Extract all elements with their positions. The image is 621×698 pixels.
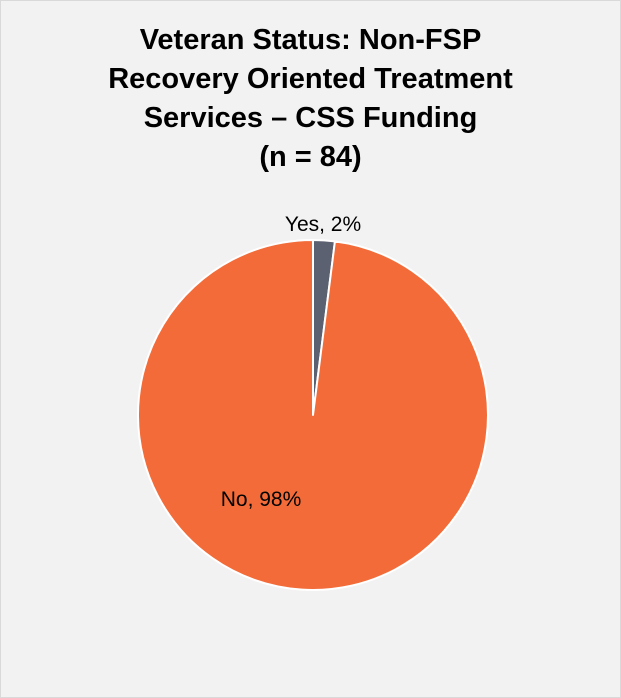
data-label-no: No, 98% xyxy=(221,488,302,511)
pie-slices xyxy=(136,239,489,591)
chart-title-line-2: Recovery Oriented Treatment xyxy=(108,63,513,95)
chart-subtitle-sample-size: (n = 84) xyxy=(259,141,362,173)
data-label-yes: Yes, 2% xyxy=(285,213,361,236)
pie-slice-no xyxy=(136,239,489,591)
chart-title-line-1: Veteran Status: Non-FSP xyxy=(139,24,482,56)
chart-title-line-3: Services – CSS Funding xyxy=(143,102,478,134)
